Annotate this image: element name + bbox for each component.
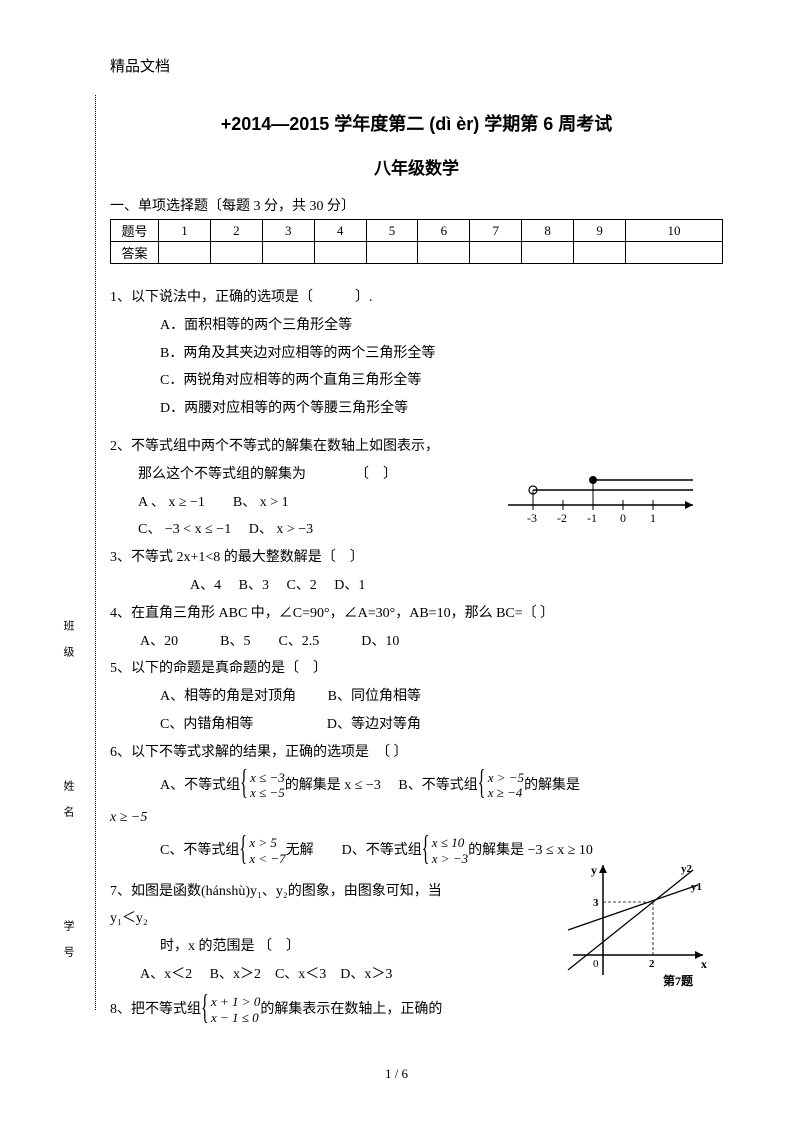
q6-stem: 6、以下不等式求解的结果，正确的选项是 〔 〕 [110,741,723,765]
q6-c-pre: C、不等式组 [160,834,239,868]
q8-pre: 8、把不等式组 [110,993,201,1027]
col-num: 8 [522,220,574,242]
answer-cell [522,242,574,264]
answer-cell [366,242,418,264]
svg-text:0: 0 [593,958,599,970]
q6-a-s1: x ≤ −3 [250,770,285,786]
answer-cell [262,242,314,264]
q1-opt-b: B．两角及其夹边对应相等的两个三角形全等 [110,342,723,366]
row-label: 答案 [111,242,159,264]
q8-post: 的解集表示在数轴上，正确的 [260,993,442,1027]
col-num: 2 [210,220,262,242]
binding-dotted-line [95,95,96,1010]
doc-header-label: 精品文档 [110,55,170,76]
col-num: 1 [159,220,211,242]
answer-cell [418,242,470,264]
answer-cell [470,242,522,264]
col-num: 6 [418,220,470,242]
q3-stem: 3、不等式 2x+1<8 的最大整数解是〔 〕 [110,546,723,570]
svg-text:1: 1 [650,511,656,525]
q6-d-s2: x > −3 [432,851,468,867]
q4-opts: A、20 B、5 C、2.5 D、10 [110,630,723,654]
q1-stem: 1、以下说法中，正确的选项是〔 〕. [110,286,723,310]
q1-opt-c: C．两锐角对应相等的两个直角三角形全等 [110,369,723,393]
q6-d-s1: x ≤ 10 [432,835,468,851]
answer-cell [574,242,626,264]
side-label-class: 班 级 [60,620,76,663]
answer-cell [626,242,723,264]
q6-c-post: 无解 D、不等式组 [286,834,422,868]
svg-text:3: 3 [593,897,599,909]
side-label-name: 姓 名 [60,780,76,823]
table-row: 答案 [111,242,723,264]
svg-text:-2: -2 [557,511,567,525]
number-line-diagram: -3 -2 -1 0 1 [503,470,703,530]
svg-text:2: 2 [649,958,655,970]
svg-text:y: y [591,863,597,877]
q3-opts: A、4 B、3 C、2 D、1 [110,574,723,598]
row-label: 题号 [111,220,159,242]
answer-table: 题号 1 2 3 4 5 6 7 8 9 10 答案 [110,219,723,264]
svg-text:x: x [701,957,707,971]
q6-line-ab: A、不等式组 x ≤ −3 x ≤ −5 的解集是 x ≤ −3 B、不等式组 … [110,769,723,803]
col-num: 4 [314,220,366,242]
q6-b-s1: x > −5 [488,770,524,786]
exam-title: +2014—2015 学年度第二 (dì èr) 学期第 6 周考试 [110,110,723,136]
q5-opts-l1: A、相等的角是对顶角 B、同位角相等 [110,685,723,709]
q1-opt-a: A．面积相等的两个三角形全等 [110,314,723,338]
svg-text:-1: -1 [587,511,597,525]
svg-text:y2: y2 [681,863,693,875]
table-row: 题号 1 2 3 4 5 6 7 8 9 10 [111,220,723,242]
q8-s1: x + 1 > 0 [211,994,260,1010]
q6-c-s2: x < −7 [249,851,285,867]
svg-text:-3: -3 [527,511,537,525]
q6-b-s2: x ≥ −4 [488,785,524,801]
q4-stem: 4、在直角三角形 ABC 中，∠C=90°，∠A=30°，AB=10，那么 BC… [110,602,723,626]
q6-a-post: 的解集是 x ≤ −3 B、不等式组 [285,769,478,803]
q5-opts-l2: C、内错角相等 D、等边对等角 [110,713,723,737]
svg-text:0: 0 [620,511,626,525]
q6-a-pre: A、不等式组 [160,769,240,803]
answer-cell [159,242,211,264]
col-num: 10 [626,220,723,242]
q8-line: 8、把不等式组 x + 1 > 0 x − 1 ≤ 0 的解集表示在数轴上，正确… [110,993,723,1027]
page-number: 1 / 6 [0,1066,793,1082]
side-label-id: 学 号 [60,920,76,963]
q7-graph: y x 0 3 2 y2 y1 第7题 [563,860,713,990]
col-num: 5 [366,220,418,242]
svg-text:y1: y1 [691,881,702,893]
col-num: 3 [262,220,314,242]
q6-b-ans: x ≥ −5 [110,806,723,830]
answer-cell [314,242,366,264]
exam-subtitle: 八年级数学 [110,154,723,179]
col-num: 7 [470,220,522,242]
q8-s2: x − 1 ≤ 0 [211,1010,260,1026]
q6-b-post: 的解集是 [524,769,580,803]
q1-opt-d: D．两腰对应相等的两个等腰三角形全等 [110,397,723,421]
answer-cell [210,242,262,264]
q6-a-s2: x ≤ −5 [250,785,285,801]
svg-text:第7题: 第7题 [663,973,694,988]
q5-stem: 5、以下的命题是真命题的是〔 〕 [110,657,723,681]
q6-c-s1: x > 5 [249,835,285,851]
col-num: 9 [574,220,626,242]
section-1-heading: 一、单项选择题〔每题 3 分，共 30 分〕 [110,195,723,215]
q2-l1: 2、不等式组中两个不等式的解集在数轴上如图表示， [110,435,723,459]
